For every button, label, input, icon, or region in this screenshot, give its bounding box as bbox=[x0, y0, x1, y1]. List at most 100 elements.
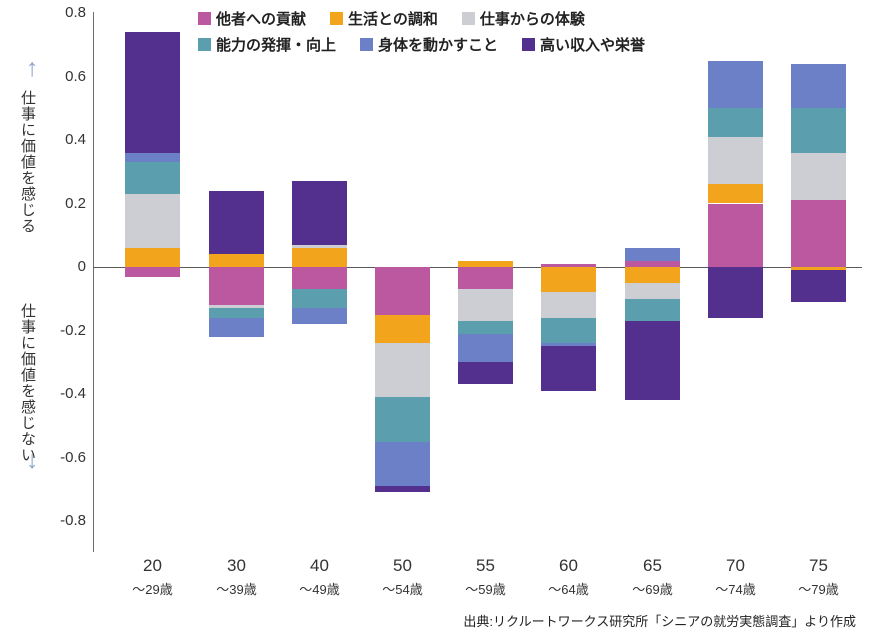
bar-segment-高い収入や栄誉-30 bbox=[209, 190, 264, 255]
x-axis-category-sublabel: 〜64歳 bbox=[548, 582, 589, 597]
bar-segment-能力の発揮・向上-75 bbox=[791, 108, 846, 153]
x-axis-category-label: 75 bbox=[809, 556, 828, 575]
bar-segment-能力の発揮・向上-50 bbox=[375, 397, 430, 442]
bar-segment-生活との調和-60 bbox=[541, 267, 596, 293]
y-axis-line bbox=[93, 12, 94, 552]
x-axis-category-sublabel: 〜74歳 bbox=[715, 582, 756, 597]
bar-segment-仕事からの体験-65 bbox=[625, 282, 680, 299]
x-axis-category-label: 50 bbox=[393, 556, 412, 575]
y-tick-label: -0.6 bbox=[60, 448, 86, 466]
x-axis-category-label: 70 bbox=[726, 556, 745, 575]
x-axis-category-label: 55 bbox=[476, 556, 495, 575]
bar-segment-高い収入や栄誉-60 bbox=[541, 346, 596, 391]
bar-segment-仕事からの体験-70 bbox=[708, 136, 763, 185]
bar-segment-高い収入や栄誉-50 bbox=[375, 486, 430, 493]
bar-segment-高い収入や栄誉-75 bbox=[791, 270, 846, 302]
bar-segment-他者への貢献-60 bbox=[541, 263, 596, 267]
legend-item: 能力の発揮・向上 bbox=[198, 34, 336, 55]
bar-segment-身体を動かすこと-20 bbox=[125, 152, 180, 163]
legend-swatch-icon bbox=[522, 38, 536, 51]
bar-segment-能力の発揮・向上-60 bbox=[541, 317, 596, 344]
legend-label: 生活との調和 bbox=[348, 11, 438, 28]
bar-segment-他者への貢献-55 bbox=[458, 267, 513, 290]
bar-segment-身体を動かすこと-70 bbox=[708, 60, 763, 109]
bar-segment-身体を動かすこと-50 bbox=[375, 441, 430, 487]
legend-item: 他者への貢献 bbox=[198, 8, 306, 29]
bar-segment-仕事からの体験-20 bbox=[125, 193, 180, 248]
legend-item: 仕事からの体験 bbox=[461, 8, 585, 29]
bar-segment-他者への貢献-40 bbox=[292, 267, 347, 290]
legend-swatch-icon bbox=[330, 12, 344, 25]
bar-segment-生活との調和-20 bbox=[125, 247, 180, 267]
legend-label: 仕事からの体験 bbox=[479, 11, 585, 28]
legend-row: 能力の発揮・向上 身体を動かすこと 高い収入や栄誉 bbox=[198, 34, 645, 55]
x-axis-category-label: 40 bbox=[310, 556, 329, 575]
x-axis-category-sublabel: 〜79歳 bbox=[798, 582, 839, 597]
bar-segment-仕事からの体験-60 bbox=[541, 292, 596, 318]
y-axis-label-negative: 仕事に価値を感じない bbox=[19, 303, 36, 463]
y-tick-label: -0.2 bbox=[60, 321, 86, 339]
bar-segment-身体を動かすこと-60 bbox=[541, 343, 596, 347]
bar-segment-生活との調和-40 bbox=[292, 247, 347, 267]
x-axis-category-sublabel: 〜39歳 bbox=[216, 582, 257, 597]
legend-row: 他者への貢献 生活との調和 仕事からの体験 bbox=[198, 8, 645, 29]
bar-segment-高い収入や栄誉-55 bbox=[458, 362, 513, 385]
x-axis-category-sublabel: 〜54歳 bbox=[382, 582, 423, 597]
bar-segment-生活との調和-55 bbox=[458, 260, 513, 267]
bar-segment-他者への貢献-30 bbox=[209, 267, 264, 306]
bar-segment-高い収入や栄誉-70 bbox=[708, 267, 763, 318]
bar-segment-高い収入や栄誉-20 bbox=[125, 32, 180, 153]
bar-segment-身体を動かすこと-40 bbox=[292, 308, 347, 325]
legend: 他者への貢献 生活との調和 仕事からの体験能力の発揮・向上 身体を動かすこと 高い収入や… bbox=[198, 8, 645, 55]
bar-segment-他者への貢献-75 bbox=[791, 200, 846, 267]
y-tick-label: -0.8 bbox=[60, 512, 86, 529]
bar-segment-仕事からの体験-55 bbox=[458, 289, 513, 321]
y-tick-label: 0.2 bbox=[65, 194, 86, 212]
x-axis-category-label: 65 bbox=[643, 556, 662, 575]
legend-label: 高い収入や栄誉 bbox=[540, 37, 646, 54]
bar-segment-仕事からの体験-75 bbox=[791, 152, 846, 201]
y-axis-label-positive: 仕事に価値を感じる bbox=[19, 90, 36, 234]
legend-label: 能力の発揮・向上 bbox=[216, 37, 337, 54]
bar-segment-能力の発揮・向上-40 bbox=[292, 289, 347, 309]
x-axis-category-label: 20 bbox=[143, 556, 162, 575]
legend-item: 生活との調和 bbox=[330, 8, 438, 29]
y-tick-label: 0.8 bbox=[65, 4, 86, 21]
legend-swatch-icon bbox=[198, 12, 211, 25]
bar-segment-能力の発揮・向上-65 bbox=[625, 298, 680, 321]
bar-segment-他者への貢献-70 bbox=[708, 203, 763, 267]
legend-item: 高い収入や栄誉 bbox=[522, 34, 645, 55]
bar-segment-高い収入や栄誉-65 bbox=[625, 320, 680, 401]
bar-segment-仕事からの体験-40 bbox=[292, 244, 347, 248]
up-arrow-icon: ↑ bbox=[26, 54, 39, 82]
bar-segment-他者への貢献-50 bbox=[375, 267, 430, 315]
bar-segment-身体を動かすこと-30 bbox=[209, 317, 264, 337]
source-note: 出典:リクルートワークス研究所「シニアの就労実態調査」より作成 bbox=[463, 614, 856, 629]
y-tick-label: 0.4 bbox=[65, 131, 86, 148]
y-tick-label: 0 bbox=[77, 258, 86, 275]
y-tick-label: 0.6 bbox=[65, 67, 86, 85]
bar-segment-能力の発揮・向上-20 bbox=[125, 162, 180, 194]
bar-segment-他者への貢献-65 bbox=[625, 260, 680, 267]
bar-segment-生活との調和-30 bbox=[209, 254, 264, 267]
bar-segment-生活との調和-65 bbox=[625, 267, 680, 283]
x-axis-category-sublabel: 〜69歳 bbox=[632, 582, 673, 597]
bar-segment-生活との調和-75 bbox=[791, 267, 846, 271]
bar-segment-身体を動かすこと-75 bbox=[791, 63, 846, 109]
legend-swatch-icon bbox=[198, 38, 211, 51]
bar-segment-能力の発揮・向上-70 bbox=[708, 108, 763, 137]
x-axis-category-label: 30 bbox=[227, 556, 246, 575]
bar-segment-身体を動かすこと-55 bbox=[458, 333, 513, 363]
bar-segment-仕事からの体験-50 bbox=[375, 343, 430, 398]
y-tick-label: -0.4 bbox=[60, 385, 86, 402]
bar-segment-生活との調和-70 bbox=[708, 184, 763, 204]
bar-segment-高い収入や栄誉-40 bbox=[292, 181, 347, 245]
legend-label: 身体を動かすこと bbox=[378, 37, 499, 54]
legend-label: 他者への貢献 bbox=[216, 11, 307, 28]
bar-segment-能力の発揮・向上-30 bbox=[209, 308, 264, 318]
x-axis-category-label: 60 bbox=[559, 556, 578, 575]
down-arrow-icon: ↓ bbox=[26, 446, 39, 474]
legend-item: 身体を動かすこと bbox=[360, 34, 498, 55]
bar-segment-仕事からの体験-30 bbox=[209, 305, 264, 309]
